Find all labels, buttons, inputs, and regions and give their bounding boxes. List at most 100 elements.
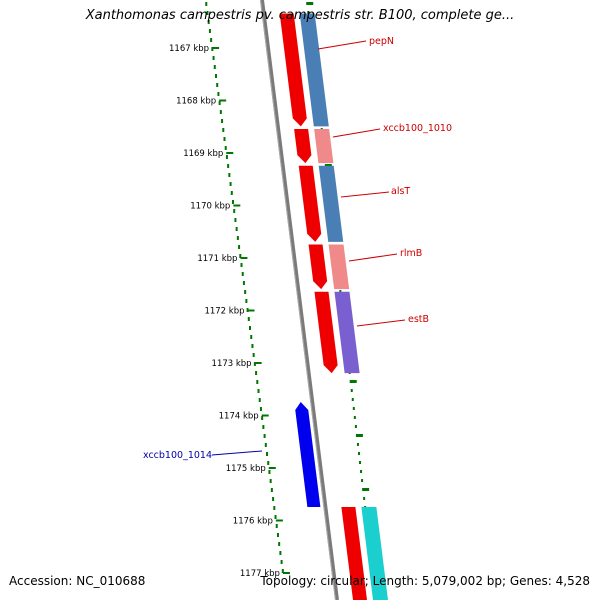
- gene-label-xccb100_1014: xccb100_1014: [143, 450, 212, 461]
- cds-reverse-xccb100_1014: [295, 402, 321, 507]
- gc-dot-left: [276, 533, 279, 537]
- genome-summary-text: Topology: circular; Length: 5,079,002 bp…: [260, 574, 590, 588]
- gc-dot-right: [351, 398, 354, 401]
- gene-leader-xccb100_1014: [211, 450, 263, 456]
- gc-dot-left: [258, 398, 261, 402]
- kbp-ruler: 1167 kbp 1168 kbp 1169 kbp 1170 kbp 1171 kbp…: [169, 44, 290, 579]
- gc-dot-right: [353, 416, 356, 419]
- gc-dot-left: [229, 182, 232, 186]
- gc-dot-left: [272, 497, 275, 501]
- gc-dot-left: [263, 434, 266, 438]
- gc-dot-left: [222, 128, 225, 132]
- gene-leader-pepN: [317, 40, 367, 50]
- backbone-track: [260, 0, 339, 600]
- gc-dot-left: [275, 524, 278, 528]
- gc-dot-left: [235, 227, 238, 231]
- gene-leader-estB: [356, 319, 406, 327]
- kbp-tick-label: 1172 kbp: [204, 307, 244, 317]
- gc-dot-left: [270, 488, 273, 492]
- gc-dot-left: [240, 263, 243, 267]
- gc-dot-left: [210, 38, 213, 42]
- gc-dot-left: [249, 326, 252, 330]
- gc-dot-left: [244, 290, 247, 294]
- gc-dot-right: [355, 434, 363, 437]
- kbp-tick-label: 1176 kbp: [233, 517, 273, 527]
- kbp-tick-label: 1168 kbp: [176, 97, 216, 107]
- gc-dot-left: [268, 470, 271, 474]
- gene-label-pepN: pepN: [369, 36, 394, 47]
- gc-dot-left: [273, 506, 276, 510]
- gc-dot-left: [207, 20, 210, 24]
- cds-forward-xccb100_1010: [294, 129, 312, 164]
- backbone-highlight: [260, 0, 336, 600]
- gc-dot-left: [218, 101, 221, 105]
- gc-dot-left: [250, 335, 253, 339]
- gc-dot-right: [352, 407, 355, 410]
- gene-label-rlmB: rlmB: [400, 248, 422, 259]
- gc-dot-right: [359, 461, 362, 464]
- gc-dot-right: [339, 290, 342, 293]
- gc-dot-left: [274, 515, 277, 519]
- gc-dot-left: [264, 443, 267, 447]
- gc-dot-right: [356, 443, 359, 446]
- gc-dot-left: [280, 560, 283, 564]
- accession-text: Accession: NC_010688: [9, 574, 146, 588]
- gc-dot-right: [306, 2, 314, 5]
- cog-pepN: [299, 13, 329, 127]
- gc-dot-left: [266, 452, 269, 456]
- cds-track: [279, 13, 383, 600]
- gene-leader-xccb100_1010: [332, 128, 381, 138]
- gc-dot-left: [281, 569, 284, 573]
- gc-dot-left: [228, 173, 231, 177]
- gc-dot-left: [262, 425, 265, 429]
- gc-dot-right: [349, 380, 357, 383]
- gc-dot-left: [259, 407, 262, 411]
- gc-dot-left: [242, 281, 245, 285]
- gene-label-estB: estB: [408, 314, 429, 325]
- gc-dot-left: [214, 74, 217, 78]
- gc-dot-left: [236, 236, 239, 240]
- kbp-tick-label: 1170 kbp: [190, 202, 230, 212]
- gc-dot-right: [324, 164, 332, 167]
- gc-dot-left: [252, 353, 255, 357]
- gc-dot-left: [267, 461, 270, 465]
- gc-dot-left: [233, 209, 236, 213]
- gc-dot-left: [247, 317, 250, 321]
- kbp-tick-label: 1169 kbp: [183, 149, 223, 159]
- gc-dot-left: [225, 155, 228, 159]
- gc-dot-left: [238, 245, 241, 249]
- gc-dot-left: [217, 92, 220, 96]
- gc-dot-right: [357, 452, 360, 455]
- gc-dot-right: [363, 497, 366, 500]
- kbp-tick-label: 1167 kbp: [169, 44, 209, 54]
- cds-forward-alsT: [298, 165, 322, 242]
- cog-estB: [334, 291, 360, 374]
- gc-dot-right: [362, 488, 370, 491]
- gc-dot-left: [241, 272, 244, 276]
- cog-unnamed: [361, 507, 389, 600]
- gc-dot-right: [350, 389, 353, 392]
- cog-rlmB: [328, 244, 350, 290]
- gc-dot-left: [278, 542, 281, 546]
- gc-dot-left: [245, 299, 248, 303]
- gc-dot-left: [269, 479, 272, 483]
- cds-forward-pepN: [279, 13, 307, 127]
- map-title: Xanthomonas campestris pv. campestris st…: [85, 8, 515, 23]
- gc-dot-left: [251, 344, 254, 348]
- cds-forward-estB: [314, 291, 338, 374]
- cog-alsT: [318, 165, 344, 242]
- gc-dot-left: [219, 110, 222, 114]
- gc-dot-left: [224, 146, 227, 150]
- gc-dot-left: [223, 137, 226, 141]
- kbp-tick-label: 1175 kbp: [226, 464, 266, 474]
- gc-dot-left: [239, 254, 242, 258]
- kbp-tick-label: 1177 kbp: [240, 569, 280, 579]
- gene-leader-alsT: [340, 191, 390, 198]
- gc-dot-left: [212, 56, 215, 60]
- gc-dot-left: [206, 11, 209, 15]
- gc-dot-left: [213, 65, 216, 69]
- kbp-tick-label: 1174 kbp: [219, 412, 259, 422]
- gc-dot-left: [227, 164, 230, 168]
- gc-dot-left: [230, 191, 233, 195]
